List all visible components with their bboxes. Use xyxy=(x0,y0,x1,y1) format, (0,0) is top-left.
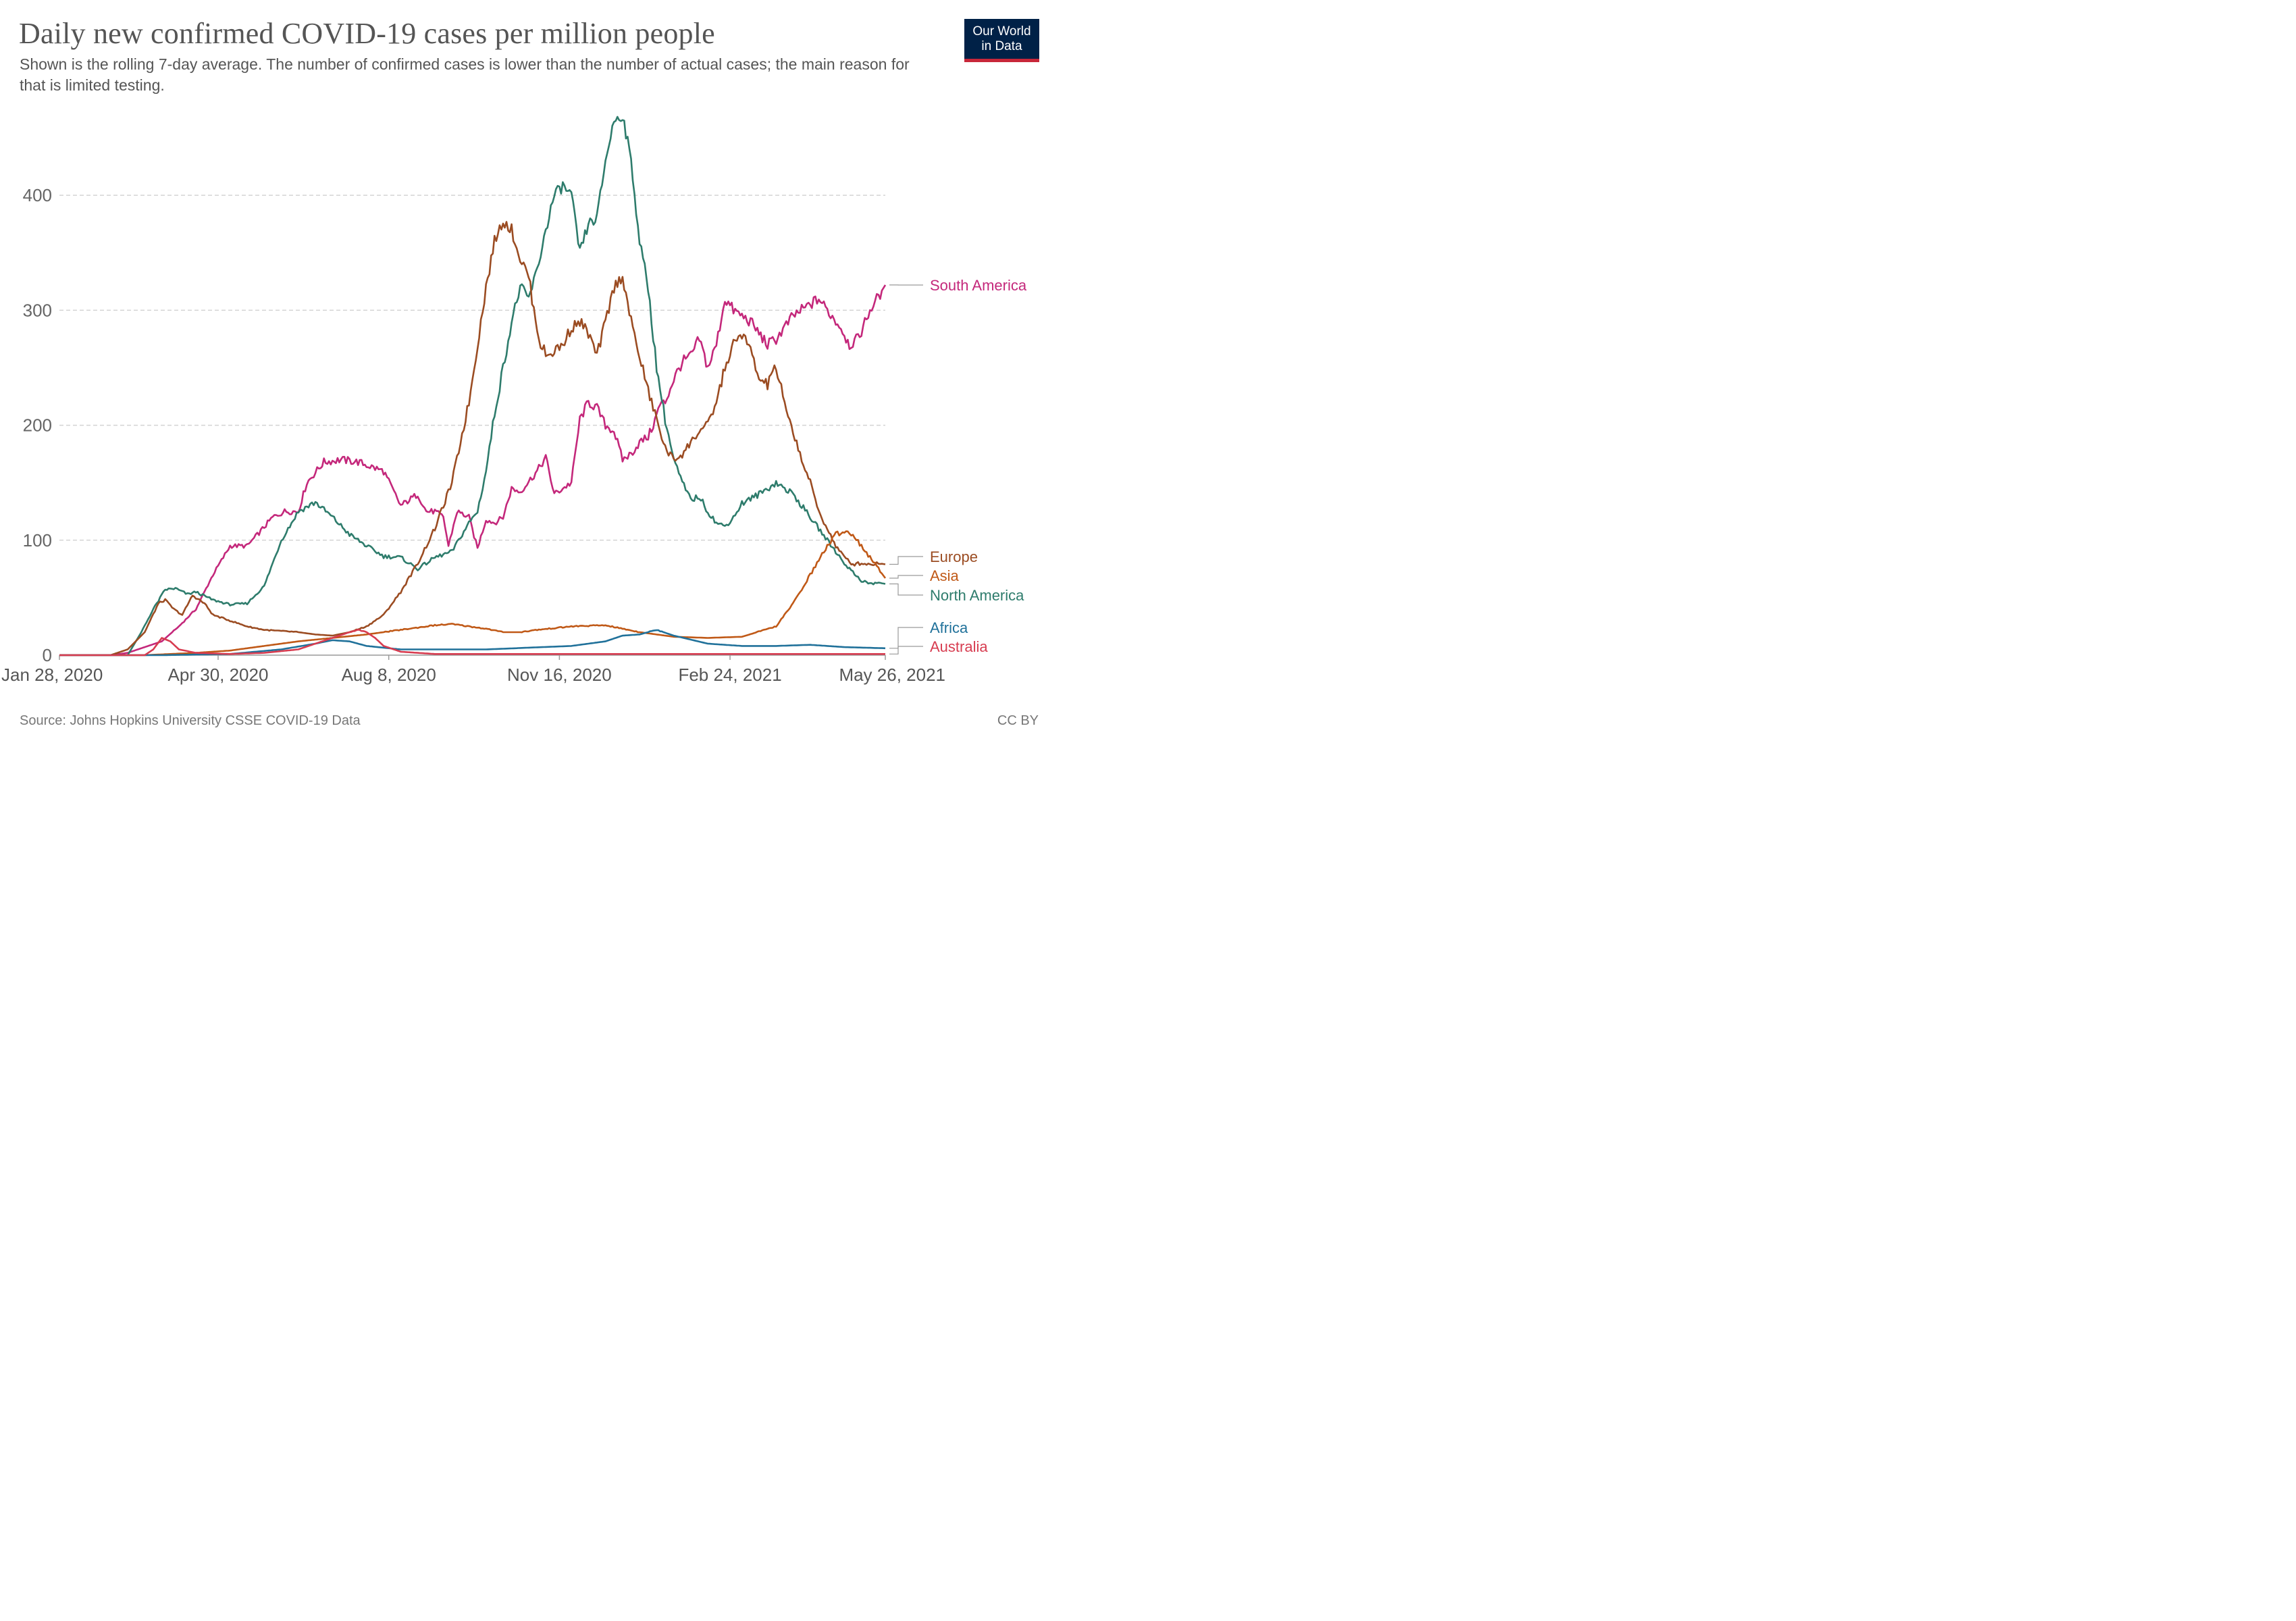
y-axis-ticks: 0 100 200 300 400 xyxy=(23,185,52,665)
legend-connector xyxy=(889,627,923,649)
line-chart: 0 100 200 300 400 Jan 28, 2020 Apr 30, 2020 Au… xyxy=(1,115,1027,685)
y-tick-label: 400 xyxy=(23,185,52,205)
legend-label-europe[interactable]: Europe xyxy=(930,548,978,565)
series-line-africa[interactable] xyxy=(59,629,886,657)
y-tick-label: 100 xyxy=(23,530,52,550)
x-tick-label: May 26, 2021 xyxy=(839,665,945,685)
gridlines xyxy=(59,195,885,656)
x-tick-label: Feb 24, 2021 xyxy=(678,665,781,685)
legend-label-australia[interactable]: Australia xyxy=(930,638,988,655)
x-tick-label: Apr 30, 2020 xyxy=(168,665,269,685)
x-axis-ticks: Jan 28, 2020 Apr 30, 2020 Aug 8, 2020 Nov 1… xyxy=(1,655,945,685)
logo-line-1: Our World xyxy=(972,24,1031,38)
owid-logo[interactable]: Our World in Data xyxy=(964,19,1039,62)
series-line-asia[interactable] xyxy=(59,530,887,657)
series-line-north-america[interactable] xyxy=(59,115,886,657)
y-tick-label: 300 xyxy=(23,300,52,320)
source-note[interactable]: Source: Johns Hopkins University CSSE CO… xyxy=(20,713,361,728)
legend-connector xyxy=(889,646,923,654)
logo-line-2: in Data xyxy=(981,39,1022,53)
x-tick-label: Aug 8, 2020 xyxy=(342,665,436,685)
x-tick-label: Jan 28, 2020 xyxy=(1,665,103,685)
series-line-europe[interactable] xyxy=(59,221,886,657)
x-tick-label: Nov 16, 2020 xyxy=(507,665,612,685)
legend: South America North America Europe Asia Afri… xyxy=(889,277,1027,655)
y-tick-label: 0 xyxy=(43,645,52,665)
legend-connector xyxy=(889,556,923,565)
license-link[interactable]: CC BY xyxy=(997,713,1039,728)
legend-label-africa[interactable]: Africa xyxy=(930,619,968,636)
legend-connector xyxy=(889,583,923,596)
series-line-australia[interactable] xyxy=(59,629,885,657)
series-lines xyxy=(59,115,887,657)
legend-label-south-america[interactable]: South America xyxy=(930,277,1027,294)
legend-label-asia[interactable]: Asia xyxy=(930,567,960,584)
y-tick-label: 200 xyxy=(23,415,52,436)
legend-label-north-america[interactable]: North America xyxy=(930,587,1024,604)
chart-title: Daily new confirmed COVID-19 cases per m… xyxy=(19,17,715,50)
legend-connector xyxy=(889,575,923,579)
chart-subtitle: Shown is the rolling 7-day average. The … xyxy=(20,55,910,94)
series-line-south-america[interactable] xyxy=(59,284,887,657)
